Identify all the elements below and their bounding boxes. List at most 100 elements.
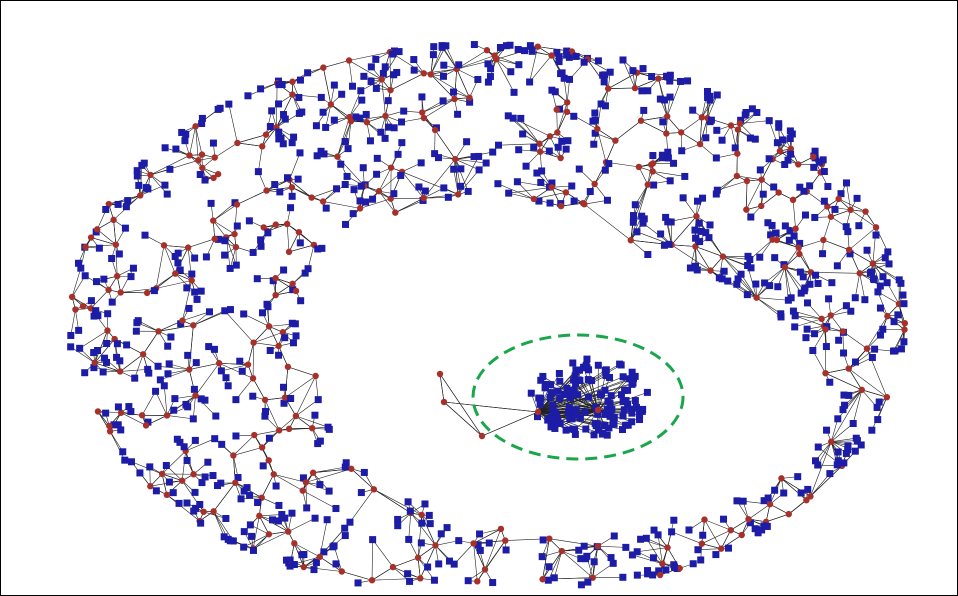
edge — [288, 244, 315, 253]
hub-node — [677, 129, 685, 136]
edge — [259, 515, 289, 532]
leaf-node — [207, 199, 215, 207]
hub-node — [375, 188, 383, 195]
edge — [848, 227, 877, 251]
edge — [518, 149, 541, 153]
leaf-node — [702, 134, 710, 142]
leaf-node — [695, 219, 703, 227]
leaf-node — [754, 529, 762, 537]
leaf-node — [551, 88, 559, 96]
leaf-node — [367, 77, 375, 85]
hub-node — [753, 294, 760, 301]
leaf-node — [90, 364, 98, 372]
leaf-node — [849, 420, 857, 428]
leaf-node — [655, 567, 663, 575]
leaf-node — [826, 378, 834, 386]
leaf-node — [343, 172, 351, 180]
leaf-node — [124, 197, 132, 205]
hub-node — [858, 386, 866, 394]
edge — [219, 362, 254, 379]
leaf-node — [67, 343, 75, 351]
edge — [473, 528, 502, 544]
leaf-node — [629, 374, 637, 382]
hub-node — [263, 187, 270, 194]
edge — [707, 94, 718, 119]
leaf-node — [571, 372, 579, 380]
edge — [831, 423, 854, 442]
edge — [139, 165, 143, 196]
leaf-node — [537, 394, 545, 402]
leaf-node — [138, 161, 146, 169]
leaf-node — [502, 42, 510, 50]
leaf-node — [536, 400, 544, 408]
hub-node — [232, 479, 239, 486]
leaf-node — [280, 111, 288, 119]
edge — [322, 184, 346, 202]
edge — [349, 90, 362, 118]
leaf-node — [577, 581, 585, 589]
hub-node — [827, 213, 835, 220]
leaf-node — [360, 468, 368, 476]
edge — [307, 244, 315, 269]
edge — [94, 330, 108, 363]
leaf-node — [198, 479, 206, 487]
leaf-node — [569, 359, 577, 367]
edge — [155, 245, 165, 289]
leaf-node — [123, 341, 131, 349]
hub-node — [548, 52, 555, 59]
leaf-node — [811, 457, 819, 465]
leaf-node — [435, 560, 443, 568]
edge — [690, 246, 696, 269]
leaf-node — [181, 137, 189, 145]
leaf-node — [466, 98, 474, 106]
hub-node — [818, 315, 825, 323]
leaf-node — [707, 116, 715, 124]
hub-node — [265, 531, 273, 538]
hub-node — [664, 544, 671, 551]
leaf-node — [356, 114, 364, 122]
edge — [848, 368, 863, 390]
leaf-node — [183, 284, 191, 292]
edge — [258, 146, 263, 172]
leaf-node — [820, 168, 828, 176]
hub-node — [795, 161, 802, 168]
leaf-node — [357, 489, 365, 497]
leaf-node — [197, 519, 205, 527]
edge — [94, 338, 115, 363]
leaf-node — [418, 93, 426, 101]
leaf-node — [629, 218, 637, 226]
hub-node — [635, 163, 643, 171]
hub-node — [327, 101, 335, 108]
edge — [233, 434, 255, 456]
edge — [508, 192, 534, 200]
edge — [701, 94, 718, 118]
leaf-node — [296, 76, 304, 84]
edge — [305, 482, 307, 508]
leaf-node — [495, 141, 503, 149]
leaf-node — [484, 60, 492, 68]
edge — [349, 51, 391, 61]
leaf-node — [591, 116, 599, 124]
edge — [289, 427, 313, 430]
edge — [799, 253, 812, 273]
edge — [854, 273, 860, 298]
hub-node — [418, 511, 425, 519]
leaf-node — [487, 65, 495, 73]
edge — [295, 375, 316, 417]
leaf-node — [470, 153, 478, 161]
edge — [189, 362, 220, 370]
leaf-node — [180, 443, 188, 451]
leaf-node — [443, 524, 451, 532]
edge — [158, 325, 194, 332]
leaf-node — [515, 61, 523, 69]
leaf-node — [325, 425, 333, 433]
hub-node — [163, 491, 171, 499]
leaf-node — [269, 277, 277, 285]
leaf-node — [820, 197, 828, 205]
leaf-node — [245, 217, 253, 225]
hub-node — [308, 425, 316, 432]
edge — [443, 401, 483, 437]
edge — [701, 519, 705, 544]
leaf-node — [504, 112, 512, 120]
leaf-node — [570, 197, 578, 205]
